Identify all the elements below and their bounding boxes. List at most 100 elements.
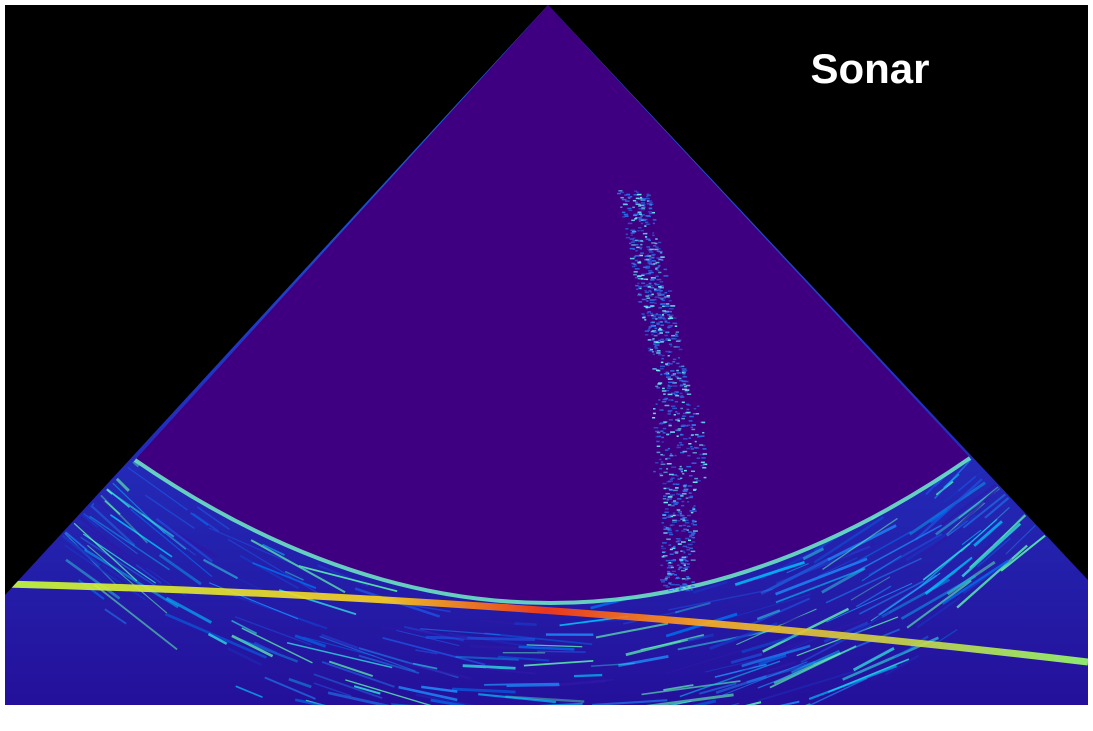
- plume-speck: [662, 427, 667, 430]
- plume-speck: [683, 489, 688, 491]
- plume-speck: [662, 305, 665, 308]
- plume-speck: [691, 541, 696, 543]
- plume-speck: [648, 263, 654, 265]
- echo-streak: [956, 542, 993, 574]
- plume-speck: [665, 586, 670, 588]
- echo-streak: [484, 682, 560, 686]
- plume-speck: [654, 350, 660, 353]
- echo-streak: [286, 642, 393, 669]
- echo-streak: [398, 685, 458, 702]
- plume-speck: [634, 259, 638, 262]
- plume-speck: [679, 513, 682, 515]
- plume-speck: [648, 270, 653, 272]
- plume-speck: [647, 286, 651, 288]
- plume-speck: [667, 362, 670, 364]
- plume-speck: [681, 504, 685, 507]
- plume-speck: [665, 338, 670, 340]
- plume-speck: [648, 271, 654, 274]
- plume-speck: [667, 574, 671, 576]
- plume-speck: [683, 469, 687, 472]
- echo-streak: [861, 555, 902, 582]
- plume-speck: [700, 461, 705, 464]
- echo-streak: [234, 616, 312, 646]
- echo-streak: [518, 645, 575, 651]
- plume-speck: [629, 247, 635, 250]
- echo-streak: [231, 634, 274, 658]
- plume-speck: [676, 346, 680, 348]
- echo-streak: [526, 644, 583, 648]
- plume-speck: [702, 453, 708, 455]
- plume-speck: [672, 483, 677, 485]
- echo-streak: [855, 524, 942, 573]
- plume-speck: [680, 550, 685, 552]
- plume-speck: [666, 321, 671, 324]
- plume-speck: [638, 227, 642, 229]
- plume-speck: [678, 525, 683, 527]
- plume-speck: [656, 451, 661, 454]
- plume-speck: [633, 213, 639, 216]
- plume-speck: [632, 199, 637, 202]
- plume-speck: [658, 264, 661, 267]
- plume-speck: [666, 463, 672, 465]
- plume-speck: [683, 486, 687, 488]
- plume-speck: [677, 444, 680, 447]
- plume-speck: [656, 440, 660, 443]
- plume-speck: [645, 258, 650, 261]
- plume-speck: [692, 507, 695, 509]
- plume-speck: [641, 202, 646, 204]
- echo-streak: [321, 661, 395, 688]
- plume-speck: [648, 349, 653, 352]
- plume-speck: [681, 530, 686, 532]
- echo-streak: [87, 544, 168, 614]
- echo-streak: [80, 536, 167, 594]
- plume-speck: [658, 339, 661, 342]
- plume-speck: [658, 286, 662, 288]
- echo-streak: [381, 625, 468, 640]
- echo-streak: [192, 512, 220, 533]
- plume-speck: [676, 362, 680, 365]
- plume-speck: [660, 453, 664, 456]
- echo-streak: [592, 699, 668, 705]
- plume-speck: [664, 334, 668, 337]
- echo-streak: [769, 645, 857, 689]
- plume-speck: [659, 303, 663, 305]
- plume-speck: [638, 246, 643, 249]
- plume-speck: [658, 258, 663, 261]
- plume-speck: [688, 535, 693, 538]
- plume-speck: [645, 284, 649, 286]
- plume-speck: [686, 546, 690, 549]
- plume-speck: [679, 560, 683, 562]
- plume-speck: [688, 539, 692, 542]
- echo-streak: [130, 508, 213, 577]
- plume-speck: [675, 419, 680, 421]
- plume-speck: [657, 241, 662, 244]
- plume-speck: [659, 579, 663, 581]
- plume-speck: [675, 584, 680, 586]
- plume-speck: [655, 341, 659, 344]
- plume-speck: [676, 576, 680, 579]
- plume-speck: [660, 365, 665, 368]
- plume-speck: [657, 328, 663, 331]
- plume-speck: [634, 239, 639, 242]
- plume-speck: [675, 429, 679, 431]
- echo-streak: [79, 515, 130, 563]
- plume-speck: [651, 333, 654, 336]
- plume-speck: [677, 493, 683, 496]
- plume-speck: [652, 232, 655, 234]
- echo-streak: [485, 667, 536, 675]
- echo-streak: [741, 644, 811, 668]
- plume-speck: [667, 410, 672, 413]
- plume-speck: [688, 531, 692, 533]
- plume-speck: [645, 266, 650, 268]
- plume-speck: [644, 225, 647, 227]
- plume-speck: [699, 444, 704, 446]
- plume-speck: [683, 369, 688, 372]
- plume-speck: [646, 195, 649, 198]
- plume-speck: [669, 528, 672, 530]
- echo-streak: [805, 610, 841, 628]
- plume-speck: [640, 215, 643, 217]
- plume-speck: [672, 514, 676, 517]
- plume-speck: [668, 299, 672, 302]
- plume-speck: [657, 383, 662, 385]
- echo-streak: [977, 537, 1011, 568]
